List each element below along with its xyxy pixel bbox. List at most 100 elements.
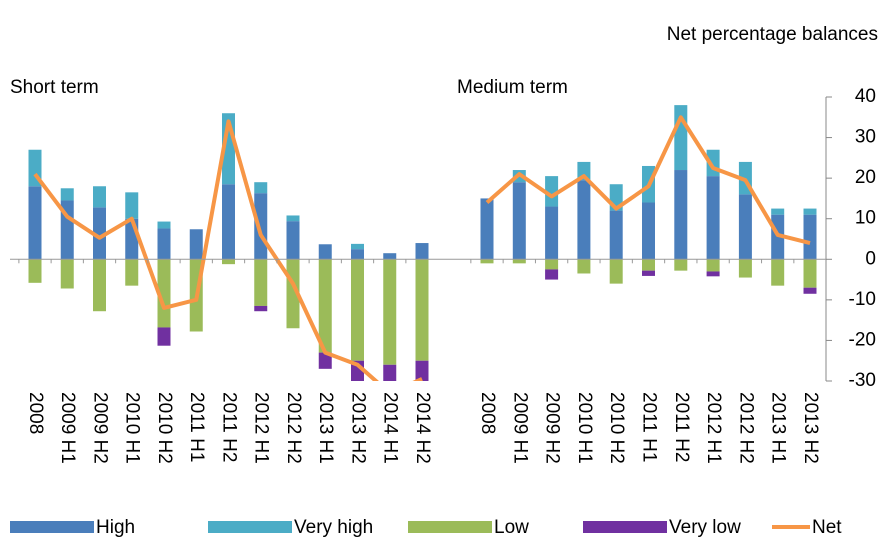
plot-area	[28, 105, 817, 381]
bar	[415, 360, 429, 381]
bar	[512, 182, 526, 260]
bar	[125, 192, 139, 219]
bar	[577, 161, 591, 181]
y-tick-label: 0	[865, 248, 876, 269]
x-tick-label: 2009 H1	[509, 392, 530, 464]
x-tick-label: 2012 H1	[703, 392, 724, 464]
y-tick-label: 10	[855, 208, 876, 229]
x-tick-label: 2010 H1	[574, 392, 595, 464]
x-tick-label: 2012 H2	[283, 392, 304, 464]
bar	[674, 105, 688, 171]
bar	[545, 176, 559, 207]
legend-swatch	[408, 521, 492, 533]
y-tick-label: 20	[855, 167, 876, 188]
panel-title: Medium term	[457, 77, 568, 98]
bar	[480, 259, 494, 264]
x-tick-label: 2010 H2	[606, 392, 627, 464]
bar	[609, 259, 623, 284]
x-tick-label: 2008	[477, 392, 498, 434]
panel-title: Short term	[10, 77, 99, 98]
x-tick-label: 2010 H2	[154, 392, 175, 464]
x-tick-label: 2012 H1	[251, 392, 272, 464]
legend-label: Net	[812, 517, 842, 538]
legend-swatch	[10, 521, 94, 533]
bar	[415, 243, 429, 260]
bar	[125, 259, 139, 286]
bar	[803, 214, 817, 260]
bar	[93, 259, 106, 312]
legend-label: Low	[494, 517, 529, 538]
bar	[351, 243, 364, 250]
bar	[189, 229, 203, 260]
bar	[157, 221, 171, 229]
bar	[318, 352, 332, 369]
bar	[60, 188, 74, 201]
legend-label: Very low	[669, 517, 741, 538]
bar	[577, 259, 591, 274]
bar	[157, 327, 171, 346]
bar	[674, 259, 688, 271]
bar	[480, 198, 494, 260]
x-tick-label: 2011 H1	[186, 392, 207, 462]
bar	[642, 270, 655, 276]
x-tick-label: 2009 H2	[542, 392, 563, 464]
x-tick-label: 2010 H1	[122, 392, 143, 464]
x-tick-label: 2012 H2	[735, 392, 756, 464]
x-tick-label: 2013 H1	[315, 392, 336, 464]
bar	[286, 221, 300, 260]
bar	[28, 259, 42, 283]
bar	[545, 269, 559, 280]
net-line	[33, 119, 423, 381]
y-tick-label: -30	[849, 370, 876, 391]
bar	[157, 228, 171, 260]
bar	[738, 194, 752, 260]
bar	[738, 259, 752, 278]
bar	[642, 259, 655, 271]
bar	[383, 259, 397, 365]
bar	[157, 259, 171, 328]
y-tick-label: 40	[855, 86, 876, 107]
bar	[383, 253, 397, 260]
bar	[706, 176, 720, 260]
bar	[318, 244, 332, 260]
bar	[415, 259, 429, 361]
bar	[803, 287, 817, 294]
x-tick-label: 2011 H2	[218, 392, 239, 462]
bar	[383, 364, 397, 381]
bar	[318, 259, 332, 353]
bar	[609, 210, 623, 260]
x-tick-label: 2009 H2	[89, 392, 110, 464]
bar	[286, 215, 300, 222]
bar	[771, 259, 785, 286]
bar	[706, 271, 720, 277]
x-tick-label: 2014 H1	[380, 392, 401, 464]
bar	[803, 259, 817, 288]
net-line	[485, 115, 811, 245]
y-tick-label: -20	[849, 329, 876, 350]
bar	[771, 208, 785, 215]
bar	[351, 259, 364, 361]
chart-subtitle: Net percentage balances	[667, 24, 878, 45]
bar	[577, 180, 591, 260]
y-tick-label: 30	[855, 127, 876, 148]
x-tick-label: 2011 H2	[671, 392, 692, 462]
legend-swatch	[583, 521, 667, 533]
bar	[803, 208, 817, 215]
y-tick-label: -10	[849, 289, 876, 310]
bar	[674, 170, 688, 260]
bar	[545, 206, 559, 260]
bar	[125, 218, 139, 260]
bar	[222, 259, 235, 265]
x-tick-label: 2011 H1	[638, 392, 659, 462]
x-tick-label: 2014 H2	[412, 392, 433, 464]
legend-label: Very high	[294, 517, 373, 538]
bar	[351, 249, 364, 260]
bar	[254, 182, 268, 194]
bar	[60, 259, 74, 289]
bar	[642, 202, 655, 260]
bar	[706, 259, 720, 272]
x-tick-label: 2009 H1	[57, 392, 78, 464]
bar	[254, 305, 268, 312]
x-tick-label: 2013 H2	[347, 392, 368, 464]
